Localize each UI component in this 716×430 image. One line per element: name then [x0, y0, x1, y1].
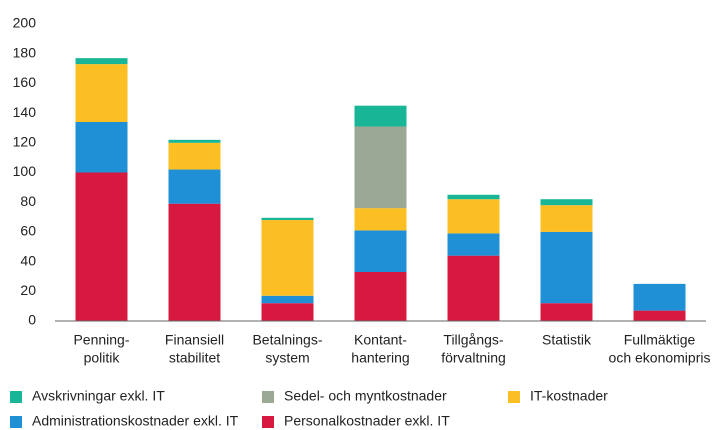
bar-segment — [75, 122, 128, 173]
y-tick-label: 180 — [13, 44, 37, 60]
y-tick-label: 60 — [20, 223, 36, 239]
x-tick-label: system — [265, 350, 309, 366]
bar-segment — [633, 310, 686, 321]
bar-segment — [75, 58, 128, 65]
legend-swatch — [262, 391, 274, 403]
bar-segment — [168, 203, 221, 321]
bar-segment — [168, 169, 221, 204]
bar-segment — [354, 230, 407, 272]
bar-segment — [261, 303, 314, 321]
x-tick-label: Kontant- — [354, 332, 407, 348]
x-tick-label: förvaltning — [441, 350, 506, 366]
y-tick-label: 80 — [20, 193, 36, 209]
x-tick-label: Finansiell — [165, 332, 224, 348]
x-tick-label: stabilitet — [169, 350, 220, 366]
bar-segment — [261, 220, 314, 296]
y-tick-label: 140 — [13, 104, 37, 120]
bar-segment — [447, 194, 500, 200]
y-tick-label: 200 — [13, 15, 37, 31]
bar-segment — [447, 233, 500, 256]
bar-segment — [354, 271, 407, 321]
legend-swatch — [10, 391, 22, 403]
legend-swatch — [10, 416, 22, 428]
legend-swatch — [262, 416, 274, 428]
legend-label: IT-kostnader — [530, 388, 608, 404]
bar-segment — [168, 142, 221, 170]
x-tick-label: Tillgångs- — [443, 332, 504, 348]
bar-segment — [354, 105, 407, 127]
bar-segment — [75, 64, 128, 123]
y-tick-label: 0 — [28, 312, 36, 328]
x-tick-label: Fullmäktige — [624, 332, 696, 348]
legend-swatch — [508, 391, 520, 403]
x-tick-label: Penning- — [73, 332, 129, 348]
bar-segment — [354, 126, 407, 209]
bar-segment — [75, 172, 128, 321]
bar-segment — [261, 295, 314, 304]
bar-segment — [447, 199, 500, 234]
bar-segment — [540, 205, 593, 232]
x-tick-label: Betalnings- — [252, 332, 322, 348]
y-tick-label: 20 — [20, 282, 36, 298]
bar-segment — [261, 217, 314, 221]
x-tick-label: politik — [84, 350, 121, 366]
y-tick-label: 160 — [13, 74, 37, 90]
bar-segment — [633, 283, 686, 311]
bar-segment — [540, 231, 593, 304]
bar-segment — [354, 208, 407, 231]
y-tick-label: 40 — [20, 252, 36, 268]
legend-label: Avskrivningar exkl. IT — [32, 388, 165, 404]
x-tick-label: hantering — [351, 350, 409, 366]
y-tick-label: 100 — [13, 163, 37, 179]
legend-label: Personalkostnader exkl. IT — [284, 413, 450, 429]
bar-segment — [168, 139, 221, 143]
x-tick-label: och ekonomipris — [609, 350, 711, 366]
legend-label: Sedel- och myntkostnader — [284, 388, 447, 404]
y-tick-label: 120 — [13, 134, 37, 150]
bar-segment — [540, 199, 593, 206]
bar-segment — [540, 303, 593, 321]
legend-label: Administrationskostnader exkl. IT — [32, 413, 239, 429]
bar-segment — [447, 255, 500, 321]
x-tick-label: Statistik — [542, 332, 592, 348]
